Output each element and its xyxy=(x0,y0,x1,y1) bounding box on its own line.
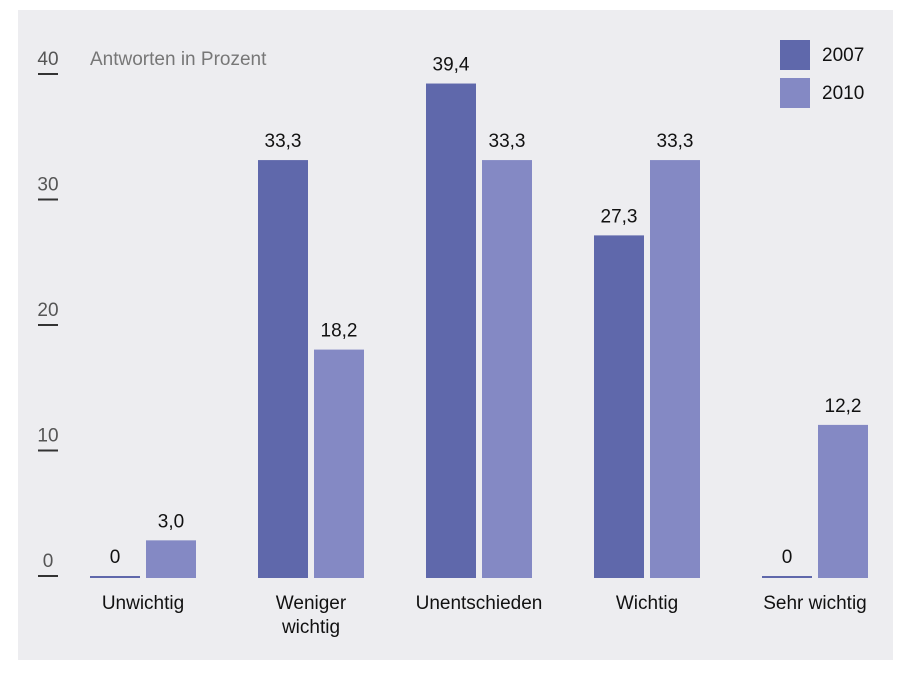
bar xyxy=(314,349,364,578)
bar xyxy=(90,576,140,578)
value-label: 12,2 xyxy=(825,396,862,417)
x-tick-label: Unentschieden xyxy=(415,593,543,614)
bar xyxy=(650,160,700,578)
value-label: 18,2 xyxy=(321,321,358,342)
legend-swatch xyxy=(780,40,810,70)
y-tick-label: 30 xyxy=(37,175,58,196)
value-label: 33,3 xyxy=(489,131,526,152)
y-tick-label: 0 xyxy=(43,551,54,572)
value-label: 3,0 xyxy=(158,511,184,532)
y-tick-label: 10 xyxy=(37,426,58,447)
legend-label: 2007 xyxy=(822,45,864,66)
x-tick-label: Wichtig xyxy=(615,593,679,614)
value-label: 0 xyxy=(110,547,121,568)
bar xyxy=(762,576,812,578)
x-tick-label: Weniger wichtig xyxy=(275,593,347,638)
value-label: 33,3 xyxy=(657,131,694,152)
value-label: 0 xyxy=(782,547,793,568)
bar xyxy=(426,83,476,578)
x-tick-label: Unwichtig xyxy=(101,593,185,614)
value-label: 39,4 xyxy=(433,55,470,76)
legend-label: 2010 xyxy=(822,83,864,104)
value-label: 27,3 xyxy=(601,206,638,227)
y-axis-label: Antworten in Prozent xyxy=(90,49,267,70)
bar xyxy=(818,424,868,578)
x-tick-label: Sehr wichtig xyxy=(763,593,867,614)
bar xyxy=(258,160,308,578)
y-tick-label: 20 xyxy=(37,300,58,321)
bar xyxy=(594,235,644,578)
legend-swatch xyxy=(780,78,810,108)
y-tick-label: 40 xyxy=(37,49,58,70)
value-label: 33,3 xyxy=(265,131,302,152)
bar xyxy=(482,160,532,578)
bar xyxy=(146,540,196,578)
